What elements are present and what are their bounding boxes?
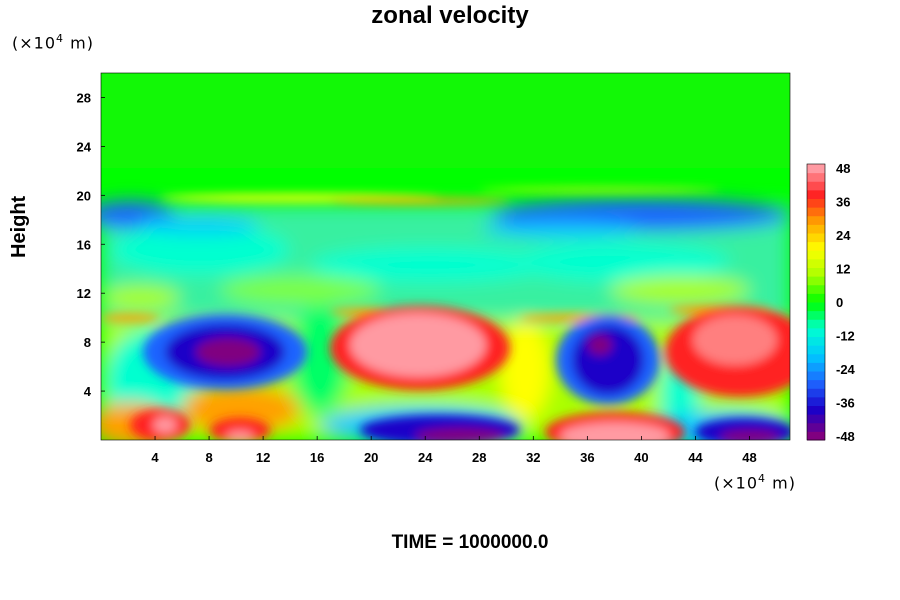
colorbar-tick-label: 36 [836,195,850,210]
colorbar-segment [807,414,825,424]
colorbar-segment [807,284,825,294]
x-tick-labels: 4 8 12 16 20 24 28 32 36 40 44 48 [151,436,757,465]
colorbar-tick-label: 24 [836,228,851,243]
colorbar-segment [807,181,825,191]
x-unit-exponent: 4 [758,472,767,485]
colorbar-tick-label: -12 [836,329,855,344]
x-tick-label: 48 [742,450,756,465]
colorbar-segment [807,189,825,199]
colorbar-tick-label: 0 [836,295,843,310]
colorbar-segment [807,207,825,217]
colorbar-segment [807,215,825,225]
x-tick-label: 20 [364,450,378,465]
x-tick-label: 40 [634,450,648,465]
x-axis-unit-label: (×104 m) [714,472,796,492]
colorbar-tick-label: -48 [836,429,855,444]
y-unit-exponent: 4 [56,32,65,45]
colorbar-segment [807,241,825,251]
x-unit-suffix: m) [772,473,796,493]
x-tick-label: 8 [205,450,212,465]
colorbar-segment [807,396,825,406]
colorbar-tick-label: -36 [836,396,855,411]
colorbar-segment [807,233,825,243]
chart-title: zonal velocity [371,2,529,29]
x-tick-label: 12 [256,450,270,465]
y-unit-suffix: m) [70,33,94,53]
y-tick-label: 12 [77,286,91,301]
y-tick-label: 16 [77,237,91,252]
y-tick-label: 8 [84,335,91,350]
colorbar-segment [807,267,825,277]
x-tick-label: 4 [151,450,159,465]
colorbar-tick-label: 12 [836,262,850,277]
colorbar-segment [807,327,825,337]
colorbar-segment [807,250,825,260]
y-axis-unit-label: (×104 m) [12,32,94,52]
colorbar-segment [807,198,825,208]
y-tick-label: 4 [84,384,92,399]
heatmap-field [101,73,790,440]
colorbar-segment [807,431,825,441]
colorbar-segment [807,362,825,372]
colorbar-segment [807,276,825,286]
colorbar-segment [807,345,825,355]
colorbar-segment [807,371,825,381]
colorbar-segment [807,258,825,268]
colorbar-segment [807,302,825,312]
y-unit-prefix: (×10 [12,33,57,53]
colorbar-segment [807,164,825,174]
colorbar-segment [807,319,825,329]
y-tick-labels: 4 8 12 16 20 24 28 [77,90,105,399]
colorbar-tick-labels: 48 36 24 12 0 -12 -24 -36 -48 [836,161,856,444]
colorbar-segment [807,293,825,303]
colorbar-frame [806,163,826,441]
colorbar-tick-label: 48 [836,161,850,176]
x-tick-label: 44 [688,450,703,465]
y-tick-label: 24 [77,139,92,154]
x-tick-label: 32 [526,450,540,465]
colorbar-segment [807,388,825,398]
colorbar-segment [807,336,825,346]
colorbar [806,163,826,441]
x-tick-label: 28 [472,450,486,465]
y-tick-label: 28 [77,90,91,105]
x-unit-prefix: (×10 [714,473,759,493]
colorbar-segment [807,405,825,415]
x-tick-label: 16 [310,450,324,465]
colorbar-tick-label: -24 [836,362,856,377]
plot-frame [100,72,791,441]
colorbar-segment [807,379,825,389]
colorbar-segment [807,310,825,320]
y-tick-label: 20 [77,188,91,203]
colorbar-segment [807,224,825,234]
colorbar-segment [807,172,825,182]
x-tick-label: 24 [418,450,433,465]
x-tick-label: 36 [580,450,594,465]
time-label: TIME = 1000000.0 [391,532,549,553]
colorbar-segment [807,353,825,363]
colorbar-segment [807,422,825,432]
